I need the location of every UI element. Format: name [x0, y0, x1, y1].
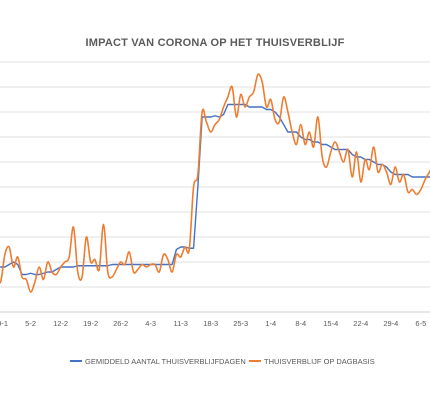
x-tick-label: 25-3: [233, 319, 248, 328]
chart-title: IMPACT VAN CORONA OP HET THUISVERBLIJF: [85, 37, 345, 49]
x-tick-label: 6-5: [415, 319, 426, 328]
legend: GEMIDDELD AANTAL THUISVERBLIJFDAGEN THUIS…: [70, 357, 375, 366]
x-tick-label: 29-1: [0, 319, 8, 328]
x-tick-label: 15-4: [323, 319, 338, 328]
series-lines: [0, 73, 430, 293]
series-line-dagbasis: [0, 73, 430, 293]
legend-label-dagbasis: THUISVERBLIJF OP DAGBASIS: [264, 357, 375, 366]
x-tick-label: 22-4: [353, 319, 368, 328]
gridlines: [0, 61, 430, 288]
x-tick-label: 18-3: [203, 319, 218, 328]
x-tick-labels: 29-1 5-2 12-2 19-2 26-2 4-3 11-3 18-3 25-3 1-4 8-4…: [0, 319, 426, 328]
x-tick-label: 5-2: [25, 319, 36, 328]
x-tick-label: 19-2: [83, 319, 98, 328]
x-tick-label: 8-4: [295, 319, 306, 328]
legend-label-gemiddeld: GEMIDDELD AANTAL THUISVERBLIJFDAGEN: [85, 357, 246, 366]
x-tick-label: 26-2: [113, 319, 128, 328]
x-tick-label: 12-2: [53, 319, 68, 328]
x-tick-label: 29-4: [383, 319, 398, 328]
x-tick-label: 11-3: [173, 319, 187, 328]
x-tick-label: 4-3: [145, 319, 156, 328]
series-line-gemiddeld: [0, 103, 430, 276]
x-tick-label: 1-4: [265, 319, 276, 328]
